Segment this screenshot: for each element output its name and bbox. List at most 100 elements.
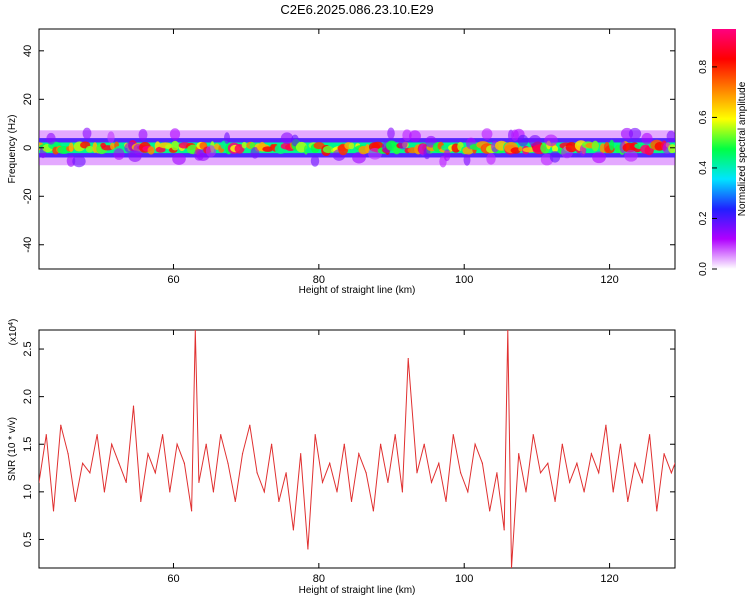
snr-point: [510, 567, 513, 568]
heatmap-cell: [624, 150, 638, 162]
snr-point: [147, 453, 149, 455]
snr-point: [39, 481, 40, 483]
snr-point: [401, 491, 404, 493]
snr-point: [52, 510, 55, 512]
heatmap-x-axis-label: Height of straight line (km): [299, 285, 416, 296]
heatmap-cell: [85, 145, 94, 153]
y-tick-label: 2.0: [22, 389, 34, 404]
snr-point: [183, 462, 185, 464]
figure-title: C2E6.2025.086.23.10.E29: [280, 2, 433, 17]
snr-point: [656, 510, 658, 512]
snr-point: [154, 472, 156, 474]
heatmap-y-ticks: 40 20 0 -20 -40: [22, 45, 675, 253]
heatmap-cell: [544, 134, 558, 147]
snr-point: [350, 500, 353, 502]
snr-point: [561, 443, 563, 445]
heatmap-cell: [443, 149, 451, 162]
snr-point: [194, 330, 196, 331]
snr-point: [627, 500, 629, 502]
heatmap-panel: 60 80 100 120 40 20 0 -20 -40 Height of straigh…: [7, 28, 676, 296]
snr-point: [270, 443, 273, 445]
heatmap-cell: [291, 134, 299, 147]
snr-point: [634, 462, 636, 464]
snr-point: [329, 462, 331, 464]
snr-point: [663, 453, 665, 455]
snr-point: [118, 462, 120, 464]
snr-point: [45, 434, 47, 436]
heatmap-cell: [138, 128, 148, 141]
snr-point: [365, 472, 367, 474]
snr-point: [212, 491, 215, 493]
snr-point: [111, 443, 113, 445]
heatmap-cell: [250, 146, 260, 159]
snr-point: [82, 462, 84, 464]
heatmap-cell: [46, 132, 56, 145]
snr-point: [198, 481, 200, 483]
heatmap-cell: [280, 132, 294, 145]
snr-point: [569, 481, 571, 483]
snr-point: [674, 462, 675, 464]
snr-point: [619, 443, 622, 445]
colorbar-tick-label: 0.8: [698, 60, 709, 74]
heatmap-cell: [409, 130, 421, 142]
snr-point: [503, 529, 505, 531]
heatmap-cell: [518, 146, 523, 152]
snr-point: [249, 424, 251, 426]
snr-point: [387, 481, 389, 483]
snr-point: [169, 491, 171, 493]
snr-point: [307, 548, 309, 550]
y-tick-label: 1.5: [22, 437, 34, 452]
heatmap-cell: [592, 151, 606, 164]
snr-point: [554, 500, 556, 502]
snr-point: [241, 453, 244, 455]
snr-point: [518, 453, 520, 455]
colorbar-tick-label: 0.0: [698, 262, 709, 276]
x-tick-label: 60: [167, 573, 179, 585]
snr-point: [125, 481, 127, 483]
heatmap-cell: [591, 140, 599, 152]
snr-line-series: [39, 330, 675, 568]
heatmap-cell: [641, 132, 653, 145]
snr-point: [612, 491, 614, 493]
snr-point: [343, 443, 345, 445]
snr-point: [278, 500, 280, 502]
heatmap-cell: [241, 141, 247, 149]
heatmap-cell: [147, 146, 155, 155]
colorbar-tick-label: 0.6: [698, 110, 709, 124]
snr-point: [598, 472, 600, 474]
snr-point: [234, 500, 236, 502]
heatmap-cell: [398, 137, 408, 150]
snr-point: [416, 472, 418, 474]
x-tick-label: 60: [167, 274, 179, 286]
heatmap-cell: [402, 129, 412, 142]
snr-plot-frame: [38, 329, 676, 569]
x-tick-label: 100: [455, 573, 473, 585]
snr-point: [67, 453, 69, 455]
snr-point: [380, 443, 382, 445]
snr-point: [532, 434, 534, 436]
snr-panel: 60 80 100 120 0.5 1.0 1.5 2.0 2.5 Height of str…: [7, 319, 676, 596]
snr-y-axis-label: SNR (10 * v/v): [7, 417, 18, 481]
snr-point: [474, 443, 476, 445]
heatmap-cell: [322, 145, 334, 154]
heatmap-cell: [72, 155, 86, 168]
colorbar-gradient: [712, 29, 736, 269]
colorbar-tick-label: 0.2: [698, 211, 709, 225]
snr-point: [161, 434, 164, 436]
snr-point: [507, 330, 509, 331]
snr-point: [191, 510, 193, 512]
heatmap-band: [39, 127, 675, 168]
heatmap-cell: [82, 127, 92, 140]
snr-point: [292, 529, 294, 531]
snr-point: [641, 481, 643, 483]
heatmap-cell: [205, 145, 217, 157]
snr-point: [103, 491, 106, 493]
heatmap-cell: [387, 127, 395, 140]
snr-point: [489, 510, 491, 512]
heatmap-cell: [172, 153, 186, 165]
snr-point: [547, 462, 549, 464]
heatmap-cell: [628, 127, 642, 140]
heatmap-cell: [155, 146, 166, 153]
y-tick-label: 0.5: [22, 532, 34, 547]
snr-point: [590, 453, 593, 455]
